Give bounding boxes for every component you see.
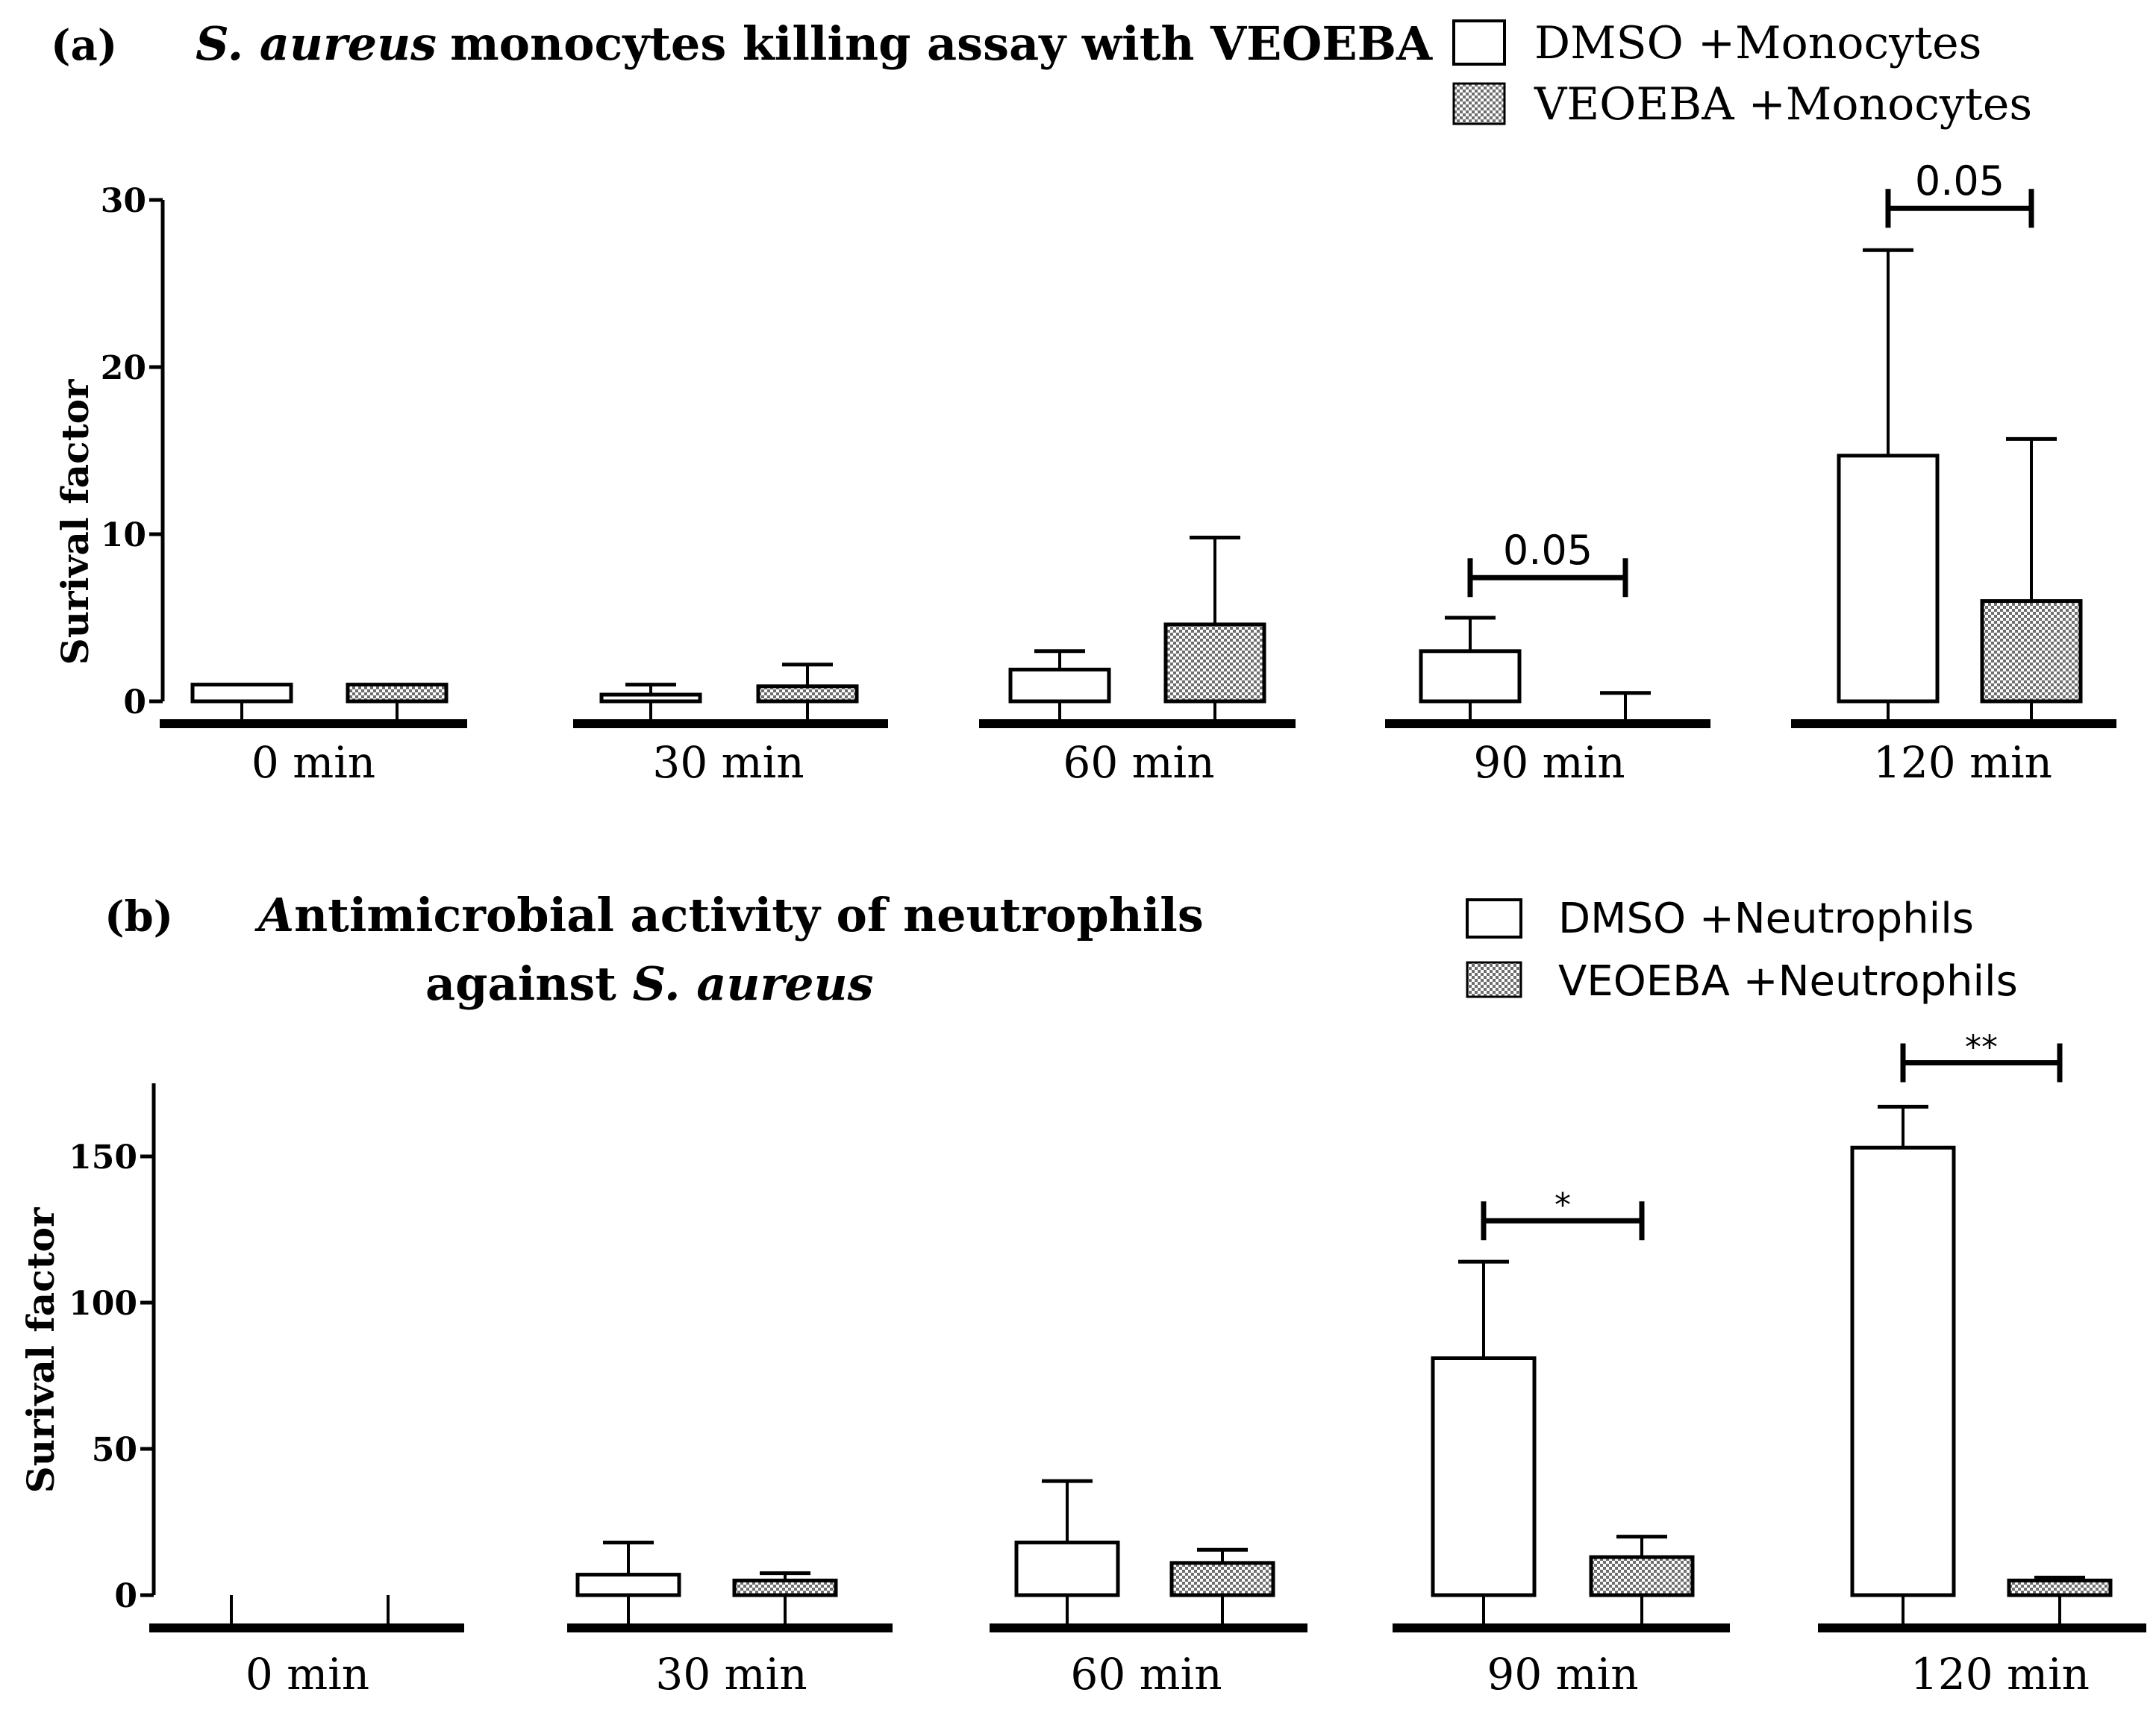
legend-a-swatch-veoeba xyxy=(1452,82,1506,125)
panel-a-title-italic: S. aureus xyxy=(196,16,437,71)
chart-a-category-label: 120 min xyxy=(1873,737,2052,788)
panel-a-title: S. aureus monocytes killing assay with VE… xyxy=(196,16,1433,71)
chart-a-bar-dmso xyxy=(1008,667,1111,704)
chart-a-bar-veoeba xyxy=(1163,622,1266,704)
chart-a-category-label: 0 min xyxy=(251,737,375,788)
chart-b-ytick-label: 100 xyxy=(69,1285,137,1323)
panel-b-title-line1-italic: A xyxy=(254,888,294,942)
chart-b-bar-veoeba xyxy=(1589,1555,1695,1597)
panel-b-title-line2-italic: S. aureus xyxy=(632,956,873,1011)
chart-b-bar-dmso xyxy=(575,1573,681,1597)
chart-a: 0 10 20 30 Surival factor 0 min 30 min 60 min 90… xyxy=(53,157,2116,788)
chart-a-bar-dmso xyxy=(1419,649,1522,704)
chart-b-category-label: 30 min xyxy=(655,1649,807,1700)
chart-b-bar-veoeba xyxy=(732,1578,838,1597)
chart-b-bar-dmso xyxy=(1431,1356,1537,1597)
chart-b-bar-dmso xyxy=(1850,1145,1956,1597)
legend-a-label-veoeba: VEOEBA +Monocytes xyxy=(1534,78,2032,131)
chart-a-sig-label: 0.05 xyxy=(1503,527,1593,574)
chart-a-bar-veoeba xyxy=(756,684,859,704)
panel-a-title-rest: monocytes killing assay with VEOEBA xyxy=(450,16,1433,71)
chart-a-category-label: 30 min xyxy=(652,737,804,788)
chart-b-y-axis-label: Surival factor xyxy=(19,1207,63,1493)
chart-a-sig-label: 0.05 xyxy=(1915,157,2005,204)
panel-a-letter: (a) xyxy=(51,21,117,70)
chart-a-ytick-label: 20 xyxy=(101,349,146,387)
chart-a-bar-dmso xyxy=(599,692,702,704)
panel-b-title-line2: against S. aureus xyxy=(425,956,874,1011)
chart-a-ytick-label: 10 xyxy=(101,516,146,554)
legend-b-label-veoeba: VEOEBA +Neutrophils xyxy=(1558,957,2018,1006)
legend-a-swatch-dmso xyxy=(1452,19,1506,66)
chart-b-category-label: 90 min xyxy=(1487,1649,1638,1700)
chart-b-ytick-label: 150 xyxy=(69,1139,137,1177)
chart-b-ytick-label: 50 xyxy=(92,1431,137,1469)
panel-b-title-line1: Antimicrobial activity of neutrophils xyxy=(254,888,1204,942)
chart-a-bar-dmso xyxy=(1837,454,1940,704)
legend-b-swatch-veoeba xyxy=(1466,961,1522,998)
chart-a-bar-veoeba xyxy=(346,683,449,704)
chart-b-ytick-label: 0 xyxy=(114,1577,137,1615)
panel-b-title-line2-plain: against xyxy=(425,956,632,1011)
chart-a-ytick-label: 0 xyxy=(123,683,146,721)
panel-b-title-line1-rest: ntimicrobial activity of neutrophils xyxy=(294,888,1204,942)
chart-a-ytick-label: 30 xyxy=(101,182,146,220)
chart-b-category-label: 0 min xyxy=(246,1649,369,1700)
legend-a-label-dmso: DMSO +Monocytes xyxy=(1534,17,1981,69)
chart-a-category-label: 60 min xyxy=(1063,737,1214,788)
chart-b-bar-dmso xyxy=(1014,1540,1120,1597)
chart-b-sig-label: * xyxy=(1554,1186,1571,1224)
panel-b-letter: (b) xyxy=(104,892,173,942)
legend-b-label-dmso: DMSO +Neutrophils xyxy=(1558,895,1974,943)
legend-b-swatch-dmso xyxy=(1466,898,1522,939)
chart-b-category-label: 120 min xyxy=(1910,1649,2090,1700)
chart-b-sig-label: ** xyxy=(1965,1029,1998,1067)
chart-b-bar-veoeba xyxy=(2007,1578,2113,1597)
chart-b-bar-veoeba xyxy=(1169,1561,1275,1597)
chart-a-bar-veoeba xyxy=(1980,599,2083,704)
chart-a-category-label: 90 min xyxy=(1473,737,1625,788)
chart-a-y-axis-label: Surival factor xyxy=(53,379,97,665)
chart-a-bar-dmso xyxy=(190,683,293,704)
chart-b-category-label: 60 min xyxy=(1070,1649,1222,1700)
